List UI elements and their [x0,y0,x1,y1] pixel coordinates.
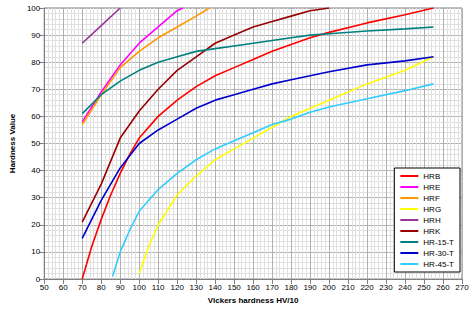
svg-text:250: 250 [417,283,431,292]
svg-text:HR-45-T: HR-45-T [423,260,454,269]
svg-text:50: 50 [31,139,40,148]
svg-text:110: 110 [152,283,165,292]
svg-text:200: 200 [322,283,336,292]
svg-text:Vickers hardness HV/10: Vickers hardness HV/10 [208,296,299,305]
svg-text:HR-30-T: HR-30-T [423,249,454,258]
svg-text:HRB: HRB [423,172,440,181]
svg-text:90: 90 [116,283,125,292]
svg-text:190: 190 [303,283,317,292]
svg-text:270: 270 [455,283,469,292]
svg-text:HRE: HRE [423,183,440,192]
svg-text:70: 70 [78,283,87,292]
svg-text:210: 210 [341,283,355,292]
svg-text:10: 10 [31,247,40,256]
svg-text:120: 120 [170,283,184,292]
svg-text:100: 100 [27,4,41,13]
svg-text:170: 170 [265,283,279,292]
svg-text:140: 140 [208,283,222,292]
svg-text:70: 70 [31,85,40,94]
svg-text:180: 180 [284,283,298,292]
svg-text:60: 60 [31,112,40,121]
svg-text:160: 160 [246,283,260,292]
svg-text:220: 220 [360,283,374,292]
svg-text:HRH: HRH [423,216,441,225]
svg-text:150: 150 [227,283,241,292]
svg-text:130: 130 [189,283,203,292]
svg-text:50: 50 [40,283,49,292]
svg-text:HRK: HRK [423,227,441,236]
svg-text:240: 240 [398,283,412,292]
svg-text:230: 230 [379,283,393,292]
svg-text:Hardness Value: Hardness Value [8,113,17,173]
svg-text:0: 0 [35,274,41,284]
svg-text:80: 80 [31,58,40,67]
svg-text:HRG: HRG [423,205,441,214]
svg-text:20: 20 [31,220,40,229]
svg-text:80: 80 [97,283,106,292]
svg-text:40: 40 [31,166,40,175]
svg-text:HR-15-T: HR-15-T [423,238,454,247]
svg-text:260: 260 [436,283,450,292]
svg-text:60: 60 [59,283,68,292]
svg-text:100: 100 [133,283,147,292]
svg-text:90: 90 [31,31,40,40]
svg-text:30: 30 [31,193,40,202]
svg-text:HRF: HRF [423,194,440,203]
